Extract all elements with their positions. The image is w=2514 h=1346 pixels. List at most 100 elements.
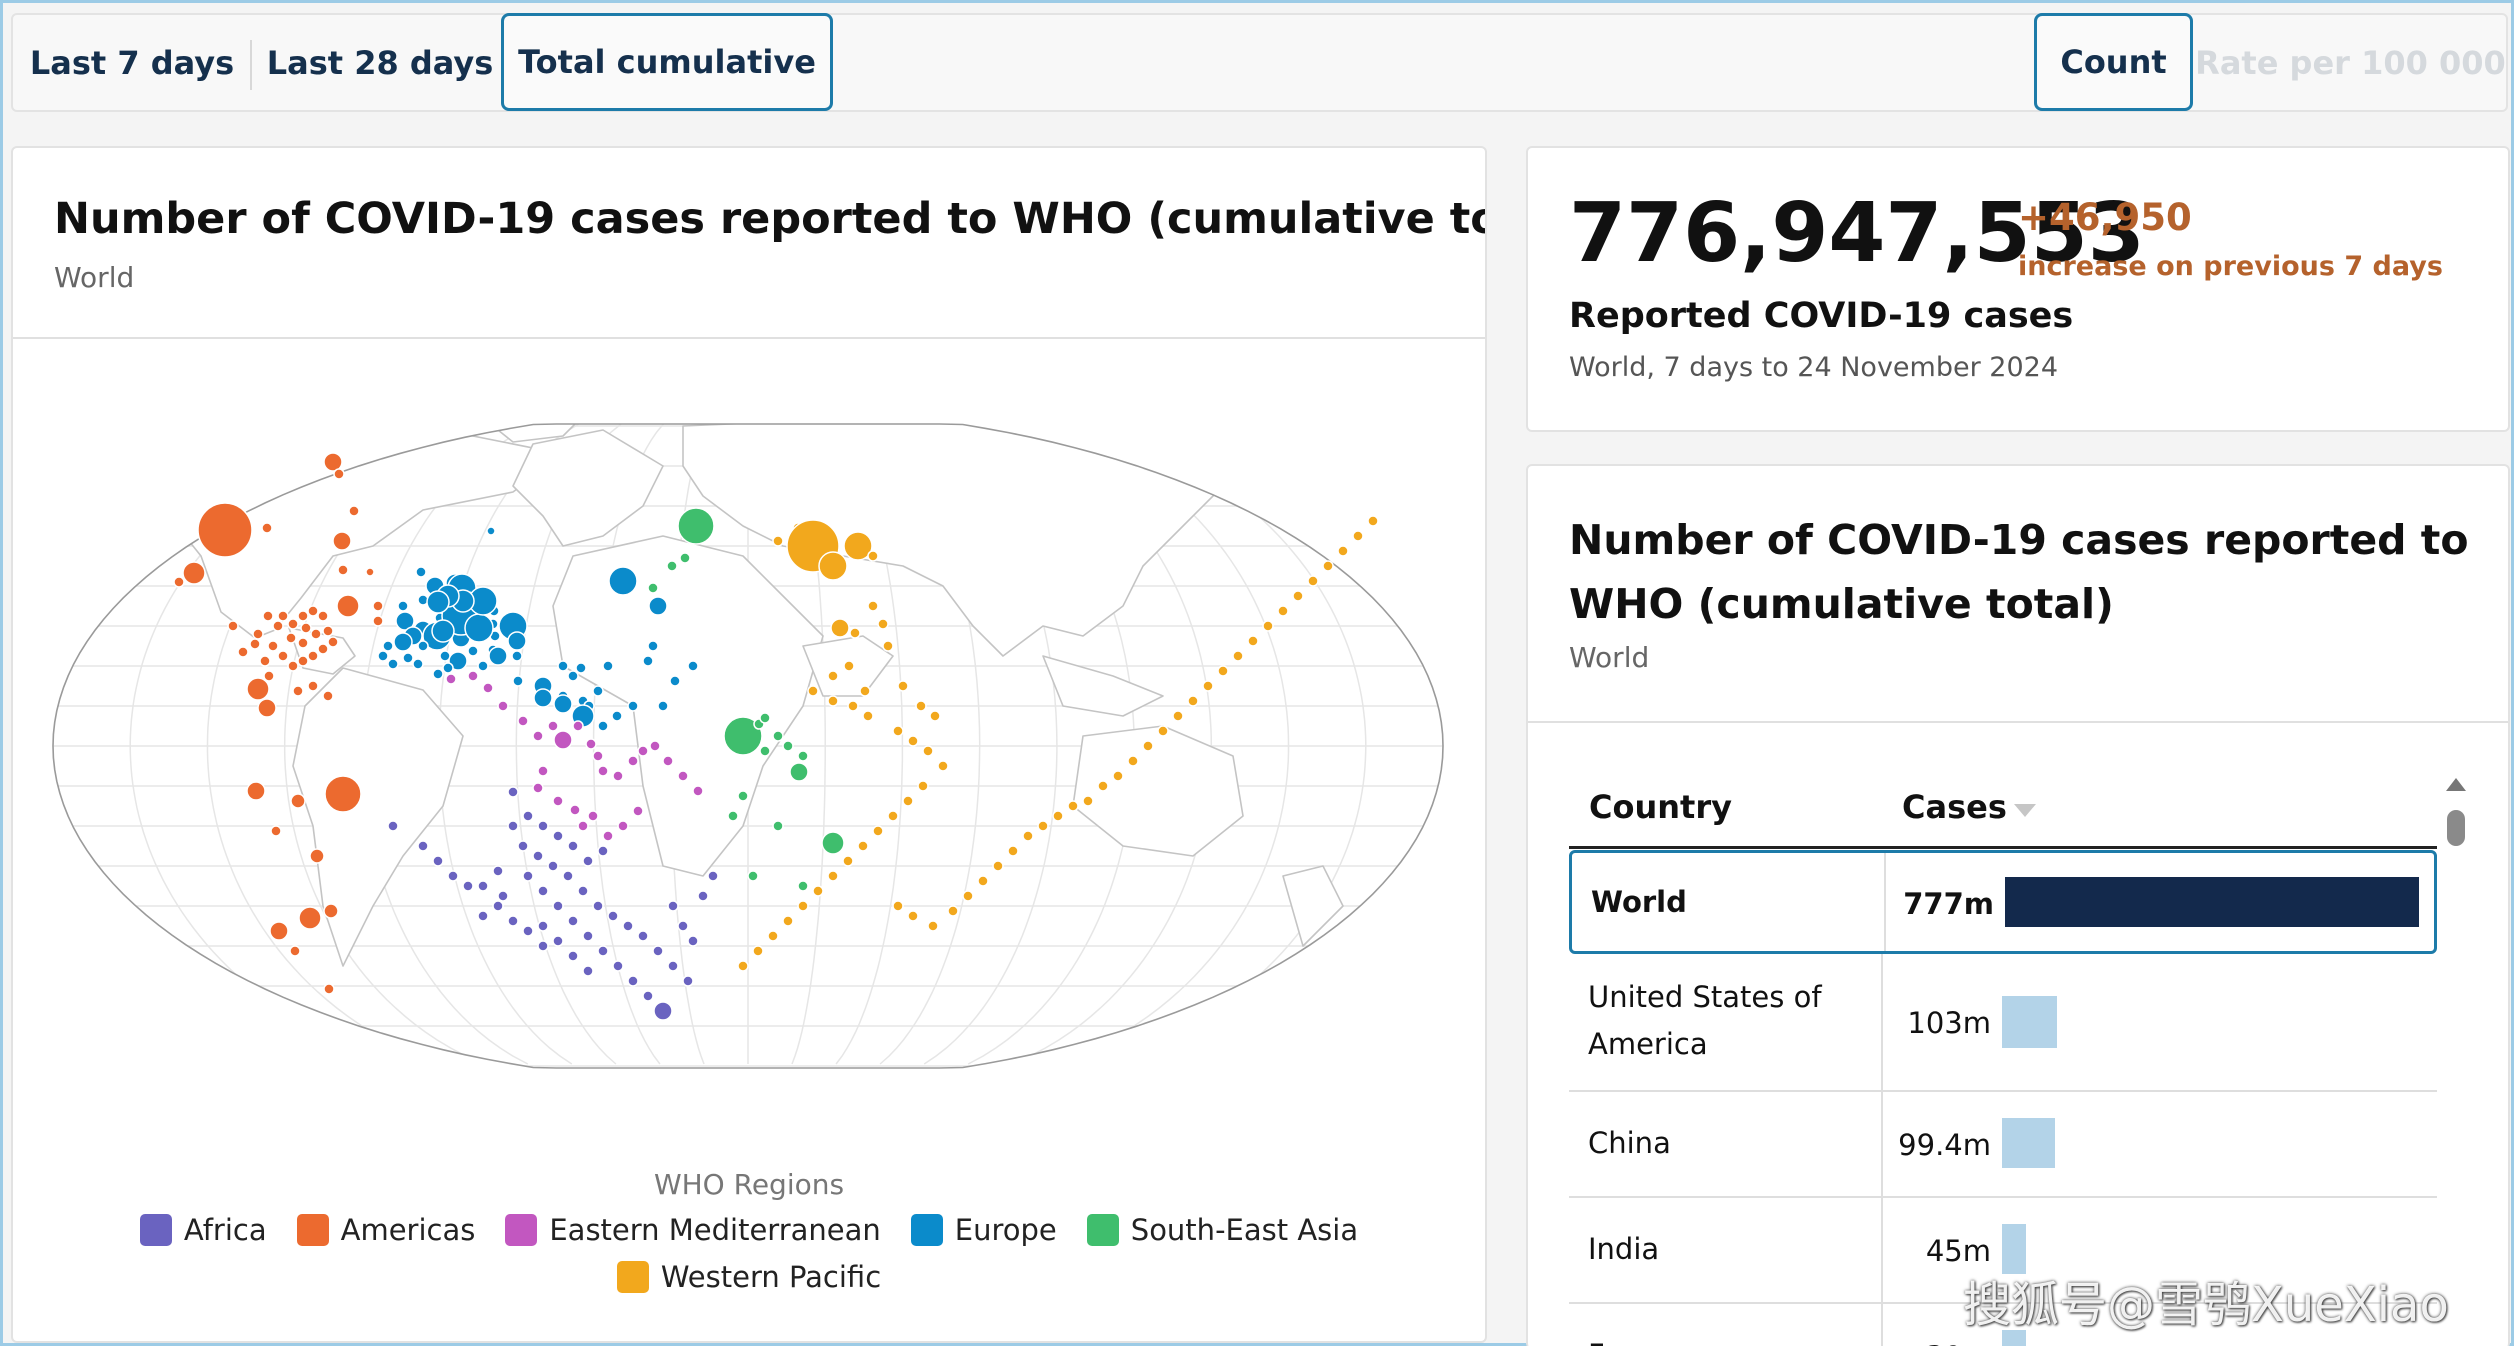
case-bubble[interactable] xyxy=(310,628,322,640)
case-bubble[interactable] xyxy=(759,745,771,757)
case-bubble[interactable] xyxy=(1277,605,1289,617)
case-bubble[interactable] xyxy=(552,935,564,947)
case-bubble[interactable] xyxy=(532,730,544,742)
case-bubble[interactable] xyxy=(482,682,494,694)
case-bubble[interactable] xyxy=(827,695,839,707)
case-bubble[interactable] xyxy=(292,685,304,697)
case-bubble[interactable] xyxy=(897,680,909,692)
case-bubble[interactable] xyxy=(797,880,809,892)
case-bubble[interactable] xyxy=(669,675,681,687)
case-bubble[interactable] xyxy=(666,560,678,572)
case-bubble[interactable] xyxy=(723,716,763,756)
legend-item-europe[interactable]: Europe xyxy=(910,1213,1057,1247)
case-bubble[interactable] xyxy=(432,668,444,680)
case-bubble[interactable] xyxy=(821,831,845,855)
case-bubble[interactable] xyxy=(653,1001,673,1021)
case-bubble[interactable] xyxy=(402,652,414,664)
case-bubble[interactable] xyxy=(1037,820,1049,832)
case-bubble[interactable] xyxy=(772,730,784,742)
case-bubble[interactable] xyxy=(647,640,659,652)
case-bubble[interactable] xyxy=(1172,710,1184,722)
case-bubble[interactable] xyxy=(818,551,848,581)
case-bubble[interactable] xyxy=(507,631,527,651)
case-bubble[interactable] xyxy=(426,590,450,614)
case-bubble[interactable] xyxy=(259,655,271,667)
case-bubble[interactable] xyxy=(608,566,638,596)
case-bubble[interactable] xyxy=(1067,800,1079,812)
case-bubble[interactable] xyxy=(807,685,819,697)
case-bubble[interactable] xyxy=(872,825,884,837)
case-bubble[interactable] xyxy=(317,643,329,655)
case-bubble[interactable] xyxy=(533,688,553,708)
case-bubble[interactable] xyxy=(582,930,594,942)
case-bubble[interactable] xyxy=(297,637,309,649)
case-bubble[interactable] xyxy=(937,760,949,772)
case-bubble[interactable] xyxy=(497,700,509,712)
case-bubble[interactable] xyxy=(447,870,459,882)
case-bubble[interactable] xyxy=(537,920,549,932)
legend-item-western-pacific[interactable]: Western Pacific xyxy=(616,1260,881,1294)
case-bubble[interactable] xyxy=(387,820,399,832)
case-bubble[interactable] xyxy=(902,795,914,807)
case-bubble[interactable] xyxy=(657,700,669,712)
case-bubble[interactable] xyxy=(532,850,544,862)
case-bubble[interactable] xyxy=(246,781,266,801)
case-bubble[interactable] xyxy=(882,640,894,652)
case-bubble[interactable] xyxy=(867,600,879,612)
case-bubble[interactable] xyxy=(553,694,573,714)
case-bubble[interactable] xyxy=(687,660,699,672)
case-bubble[interactable] xyxy=(507,915,519,927)
case-bubble[interactable] xyxy=(393,632,413,652)
case-bubble[interactable] xyxy=(395,611,415,631)
case-bubble[interactable] xyxy=(562,870,574,882)
case-bubble[interactable] xyxy=(597,845,609,857)
table-row[interactable]: China 99.4m xyxy=(1569,1092,2437,1198)
scrollbar-thumb[interactable] xyxy=(2447,810,2465,846)
case-bubble[interactable] xyxy=(492,900,504,912)
case-bubble[interactable] xyxy=(892,900,904,912)
case-bubble[interactable] xyxy=(752,945,764,957)
case-bubble[interactable] xyxy=(197,502,253,558)
case-bubble[interactable] xyxy=(324,775,362,813)
case-bubble[interactable] xyxy=(1127,755,1139,767)
case-bubble[interactable] xyxy=(1082,795,1094,807)
case-bubble[interactable] xyxy=(464,613,494,643)
case-bubble[interactable] xyxy=(337,564,349,576)
column-header-cases[interactable]: Cases xyxy=(1902,788,2007,826)
case-bubble[interactable] xyxy=(507,820,519,832)
case-bubble[interactable] xyxy=(567,915,579,927)
case-bubble[interactable] xyxy=(307,680,319,692)
case-bubble[interactable] xyxy=(547,720,559,732)
case-bubble[interactable] xyxy=(497,890,509,902)
case-bubble[interactable] xyxy=(287,618,299,630)
case-bubble[interactable] xyxy=(552,795,564,807)
case-bubble[interactable] xyxy=(887,810,899,822)
case-bubble[interactable] xyxy=(431,619,455,643)
case-bubble[interactable] xyxy=(182,561,206,585)
case-bubble[interactable] xyxy=(592,750,604,762)
case-bubble[interactable] xyxy=(962,890,974,902)
case-bubble[interactable] xyxy=(567,950,579,962)
case-bubble[interactable] xyxy=(317,610,329,622)
case-bubble[interactable] xyxy=(577,820,589,832)
case-bubble[interactable] xyxy=(612,960,624,972)
case-bubble[interactable] xyxy=(677,770,689,782)
case-bubble[interactable] xyxy=(323,983,335,995)
case-bubble[interactable] xyxy=(287,660,299,672)
case-bubble[interactable] xyxy=(462,880,474,892)
case-bubble[interactable] xyxy=(577,885,589,897)
case-bubble[interactable] xyxy=(637,745,649,757)
case-bubble[interactable] xyxy=(537,820,549,832)
case-bubble[interactable] xyxy=(307,650,319,662)
case-bubble[interactable] xyxy=(492,865,504,877)
case-bubble[interactable] xyxy=(857,840,869,852)
case-bubble[interactable] xyxy=(977,875,989,887)
case-bubble[interactable] xyxy=(365,567,375,577)
case-bubble[interactable] xyxy=(290,793,306,809)
case-bubble[interactable] xyxy=(1007,845,1019,857)
case-bubble[interactable] xyxy=(277,610,289,622)
case-bubble[interactable] xyxy=(827,870,839,882)
case-bubble[interactable] xyxy=(692,785,704,797)
case-bubble[interactable] xyxy=(237,646,249,658)
case-bubble[interactable] xyxy=(336,594,360,618)
